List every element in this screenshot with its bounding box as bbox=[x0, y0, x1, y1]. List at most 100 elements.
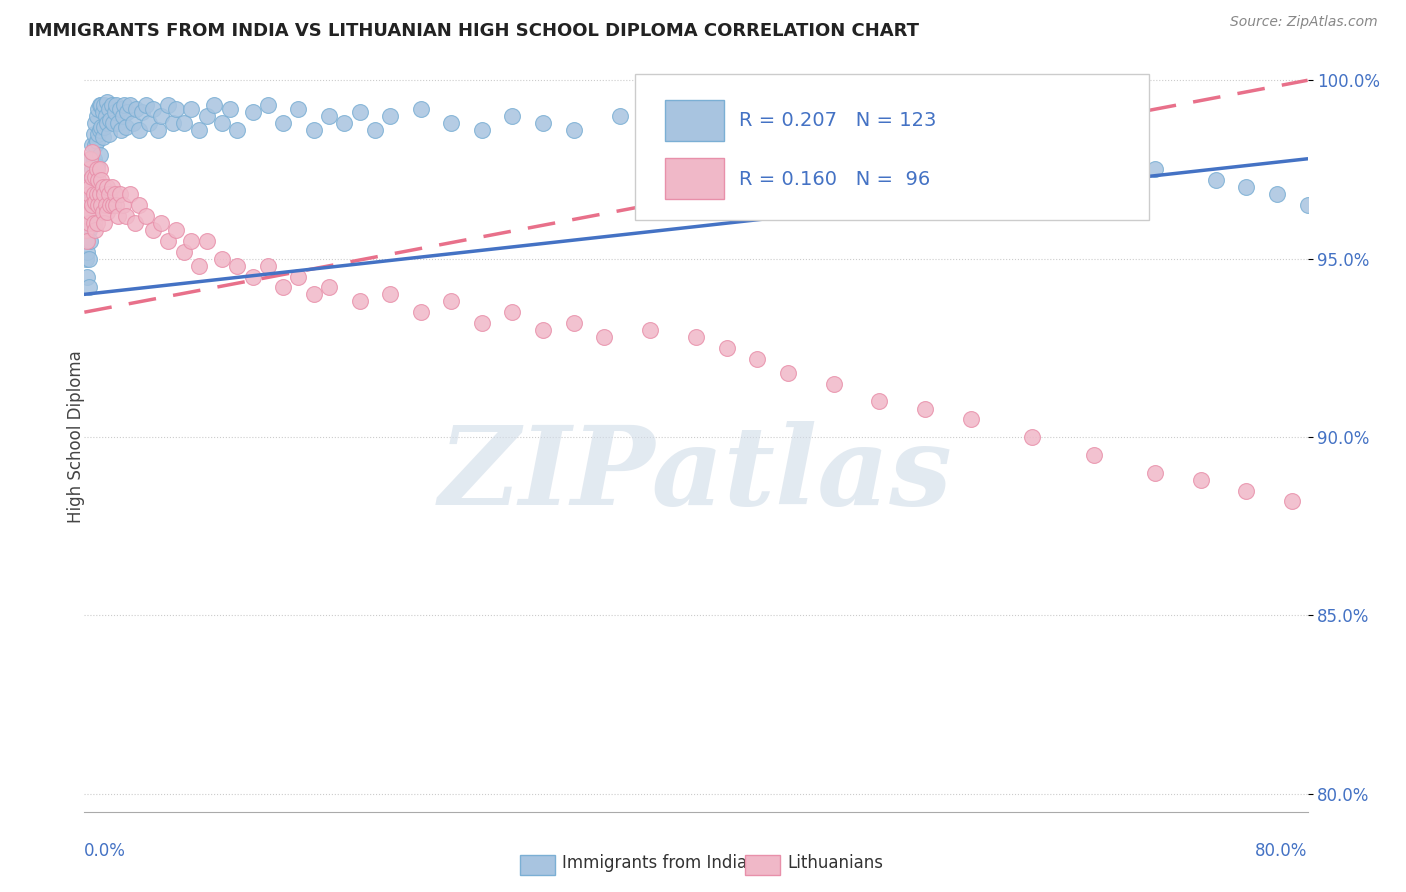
Point bbox=[302, 123, 325, 137]
Point bbox=[79, 152, 101, 166]
Point bbox=[1021, 145, 1043, 159]
Point bbox=[84, 169, 107, 184]
Point bbox=[80, 187, 103, 202]
Point bbox=[107, 209, 129, 223]
Point bbox=[180, 102, 202, 116]
Point bbox=[94, 198, 117, 212]
Point bbox=[149, 216, 172, 230]
Point bbox=[96, 116, 118, 130]
Point bbox=[226, 123, 249, 137]
Point bbox=[87, 127, 110, 141]
Point bbox=[86, 216, 108, 230]
Point bbox=[83, 152, 105, 166]
Text: R = 0.160   N =  96: R = 0.160 N = 96 bbox=[738, 169, 929, 189]
Point bbox=[1281, 494, 1303, 508]
Point bbox=[287, 269, 309, 284]
Point bbox=[1205, 173, 1227, 187]
Point bbox=[77, 216, 100, 230]
Point bbox=[77, 223, 100, 237]
Point bbox=[86, 159, 108, 173]
Text: ZIPatlas: ZIPatlas bbox=[439, 421, 953, 528]
Point bbox=[84, 223, 107, 237]
Point bbox=[77, 173, 100, 187]
Point bbox=[165, 102, 187, 116]
Point bbox=[93, 98, 115, 112]
Point bbox=[1236, 483, 1258, 498]
Point bbox=[960, 412, 983, 426]
Point bbox=[84, 162, 107, 177]
Point bbox=[115, 105, 138, 120]
Point bbox=[91, 105, 114, 120]
Point bbox=[76, 234, 98, 248]
Point bbox=[91, 130, 114, 145]
Point bbox=[77, 187, 100, 202]
Point bbox=[685, 330, 707, 344]
Point bbox=[271, 280, 294, 294]
Point bbox=[79, 152, 101, 166]
Point bbox=[135, 98, 157, 112]
Point bbox=[77, 252, 100, 266]
Point bbox=[77, 198, 100, 212]
Point bbox=[440, 294, 463, 309]
Point bbox=[112, 98, 135, 112]
Point bbox=[654, 116, 676, 130]
Point bbox=[83, 216, 105, 230]
Point bbox=[97, 102, 120, 116]
Point bbox=[108, 102, 131, 116]
Point bbox=[107, 116, 129, 130]
Point bbox=[96, 180, 118, 194]
Point bbox=[188, 259, 211, 273]
Point bbox=[562, 316, 585, 330]
Bar bbox=[665, 158, 724, 199]
Point bbox=[97, 187, 120, 202]
Point bbox=[90, 198, 112, 212]
Point bbox=[271, 116, 294, 130]
Point bbox=[87, 198, 110, 212]
Point bbox=[111, 198, 134, 212]
Point bbox=[80, 162, 103, 177]
Point bbox=[83, 180, 105, 194]
Point bbox=[79, 234, 101, 248]
Point bbox=[349, 294, 371, 309]
Text: Immigrants from India: Immigrants from India bbox=[562, 855, 748, 872]
Point bbox=[226, 259, 249, 273]
Point bbox=[87, 173, 110, 187]
Point bbox=[162, 116, 184, 130]
Point bbox=[349, 105, 371, 120]
Point bbox=[142, 102, 165, 116]
Text: Source: ZipAtlas.com: Source: ZipAtlas.com bbox=[1230, 15, 1378, 29]
Point bbox=[409, 305, 432, 319]
Point bbox=[80, 198, 103, 212]
Point bbox=[211, 116, 233, 130]
Point bbox=[80, 216, 103, 230]
Point bbox=[89, 162, 111, 177]
Point bbox=[75, 198, 97, 212]
Point bbox=[195, 109, 218, 123]
Point bbox=[83, 187, 105, 202]
Point bbox=[111, 109, 134, 123]
Point bbox=[146, 123, 169, 137]
Point bbox=[89, 148, 111, 162]
Point bbox=[823, 376, 845, 391]
Point bbox=[218, 102, 240, 116]
Point bbox=[90, 98, 112, 112]
Point bbox=[318, 280, 340, 294]
Point bbox=[747, 351, 769, 366]
Point bbox=[108, 187, 131, 202]
Point bbox=[120, 98, 142, 112]
Point bbox=[135, 209, 157, 223]
Point bbox=[96, 205, 118, 219]
Point bbox=[138, 116, 160, 130]
Point bbox=[84, 187, 107, 202]
Point bbox=[98, 112, 121, 127]
Point bbox=[103, 198, 125, 212]
Point bbox=[898, 130, 921, 145]
Point bbox=[716, 123, 738, 137]
Point bbox=[110, 123, 132, 137]
Point bbox=[531, 116, 554, 130]
Point bbox=[89, 187, 111, 202]
Point bbox=[101, 98, 124, 112]
Point bbox=[76, 198, 98, 212]
Point bbox=[131, 105, 153, 120]
Point bbox=[380, 109, 402, 123]
